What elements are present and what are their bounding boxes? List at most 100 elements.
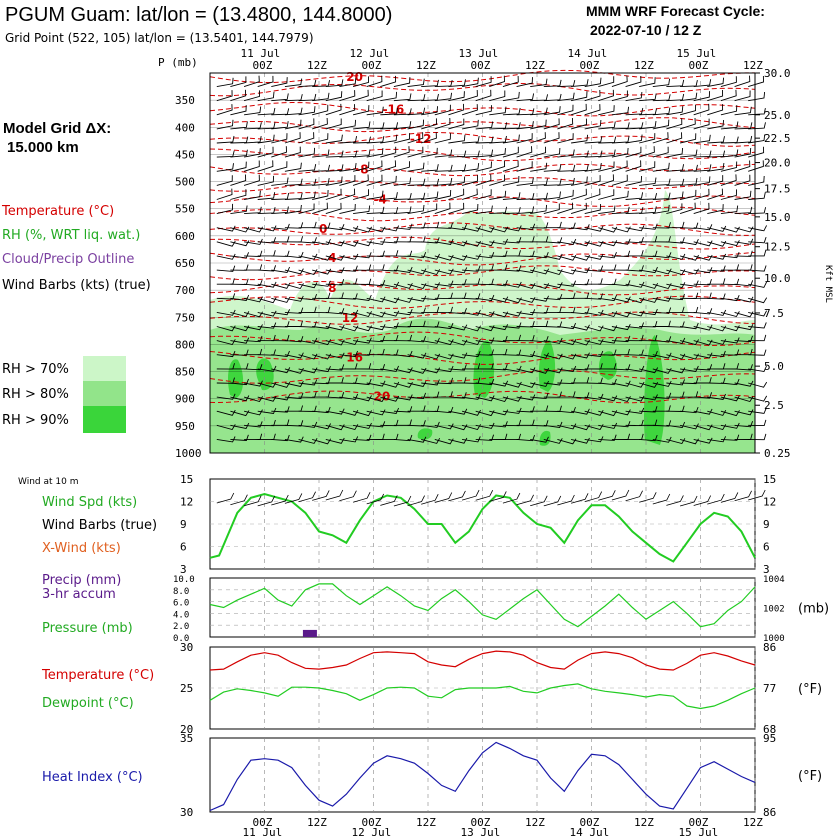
surface-wind-barb bbox=[380, 495, 398, 506]
wind-barb bbox=[366, 160, 383, 172]
wind-barb bbox=[720, 349, 740, 356]
wind-barb bbox=[734, 296, 754, 303]
date-label-top: 15 Jul bbox=[677, 47, 717, 60]
wind-barb bbox=[707, 309, 727, 316]
height-tick: 0.25 bbox=[764, 447, 791, 460]
wind-barb bbox=[380, 91, 398, 102]
wind-barb bbox=[339, 253, 359, 260]
wind-barb bbox=[611, 409, 631, 416]
wind-barb bbox=[271, 146, 287, 158]
temperature-contour bbox=[209, 163, 756, 177]
time-tick-bottom: 12Z bbox=[743, 816, 763, 829]
wind-barb bbox=[679, 104, 697, 116]
wind-barb bbox=[639, 434, 658, 442]
wind-barb bbox=[748, 236, 767, 244]
wind-barb bbox=[380, 192, 398, 200]
pressure-tick: 650 bbox=[175, 257, 195, 270]
wind-barb bbox=[421, 191, 439, 200]
wind-barb bbox=[393, 406, 413, 413]
surface-wind-barb bbox=[352, 492, 371, 503]
wind-barb bbox=[325, 364, 345, 371]
wind-barb bbox=[652, 162, 670, 172]
temperature-contour bbox=[209, 390, 756, 404]
wind-barb bbox=[666, 93, 685, 102]
wind-barb bbox=[693, 202, 710, 215]
wind-barb bbox=[230, 349, 249, 356]
wind-barb bbox=[216, 104, 233, 116]
wind-barb bbox=[407, 204, 425, 215]
wind-barb bbox=[639, 177, 657, 186]
wind-barb bbox=[448, 202, 465, 215]
wind-barb bbox=[325, 134, 343, 144]
wind-barb bbox=[257, 322, 277, 329]
wind-barb bbox=[530, 204, 548, 215]
wind-barb bbox=[284, 251, 304, 259]
surface-wind-barb bbox=[339, 490, 357, 502]
heat-index-panel: 35 30 95 86 (°F) bbox=[180, 732, 822, 819]
temperature-contour bbox=[209, 69, 755, 83]
wind-barb bbox=[530, 307, 549, 314]
wind-barb bbox=[530, 268, 550, 275]
wind-barb bbox=[611, 421, 631, 428]
wind-barb bbox=[693, 118, 710, 130]
wind-barb bbox=[639, 350, 658, 358]
wind-barb bbox=[652, 78, 671, 88]
time-tick-bottom: 00Z bbox=[689, 816, 709, 829]
wind-barb bbox=[461, 175, 478, 186]
wind-barb bbox=[421, 253, 440, 260]
wind-barb bbox=[748, 365, 767, 372]
wind-barb bbox=[611, 106, 630, 116]
wind-barb bbox=[448, 267, 468, 274]
wind-barb bbox=[557, 406, 576, 414]
model-grid-label: Model Grid ΔX: bbox=[3, 120, 111, 137]
wind-barb bbox=[312, 280, 331, 287]
wind-barb bbox=[271, 350, 290, 357]
wind-barb bbox=[516, 266, 536, 274]
wind-barb bbox=[543, 132, 560, 144]
right-tick: 86 bbox=[763, 641, 776, 654]
wind-barb bbox=[216, 436, 236, 443]
wind-barb bbox=[584, 203, 602, 215]
wind-barb bbox=[516, 193, 535, 200]
wind-barb bbox=[421, 164, 439, 172]
wind-barb bbox=[679, 202, 696, 215]
wind-barb bbox=[707, 188, 723, 200]
wind-barb bbox=[284, 268, 304, 275]
surface-wind-barb bbox=[598, 490, 616, 501]
wind-barb bbox=[257, 91, 275, 102]
surface-wind-barb bbox=[734, 490, 752, 502]
wind-barb bbox=[557, 322, 577, 330]
wind-barb bbox=[271, 177, 289, 186]
wind-barb bbox=[339, 188, 356, 200]
wind-barb bbox=[284, 307, 304, 314]
wind-barb bbox=[325, 352, 345, 359]
height-tick: 22.5 bbox=[764, 132, 791, 145]
wind-barb bbox=[407, 295, 427, 302]
wind-barb bbox=[680, 239, 699, 246]
wind-barb bbox=[639, 266, 658, 274]
wind-barb bbox=[666, 191, 684, 200]
wind-barb bbox=[353, 205, 371, 215]
wind-barb bbox=[652, 380, 672, 387]
wind-barb bbox=[652, 352, 672, 359]
wind-barb bbox=[666, 106, 684, 116]
wind-barb bbox=[393, 206, 412, 215]
wind-barb bbox=[244, 238, 263, 245]
wind-barb bbox=[502, 407, 522, 414]
pressure-axis-title: P (mb) bbox=[158, 56, 198, 69]
wind-barb bbox=[339, 393, 359, 400]
wind-barb bbox=[666, 237, 685, 244]
time-tick-bottom: 12Z bbox=[307, 816, 327, 829]
wind-barb bbox=[639, 223, 658, 230]
wind-barb bbox=[611, 323, 631, 331]
wind-barb bbox=[271, 434, 290, 442]
wind-barb bbox=[407, 107, 426, 116]
wind-barb bbox=[734, 75, 751, 88]
wind-barb bbox=[707, 204, 724, 215]
wind-barb bbox=[598, 76, 615, 88]
wind-barb bbox=[366, 190, 384, 200]
surface-wind-barb bbox=[421, 494, 439, 505]
wind-barb bbox=[571, 408, 590, 415]
surface-wind-barb bbox=[625, 490, 643, 502]
wind-barb bbox=[366, 75, 383, 88]
